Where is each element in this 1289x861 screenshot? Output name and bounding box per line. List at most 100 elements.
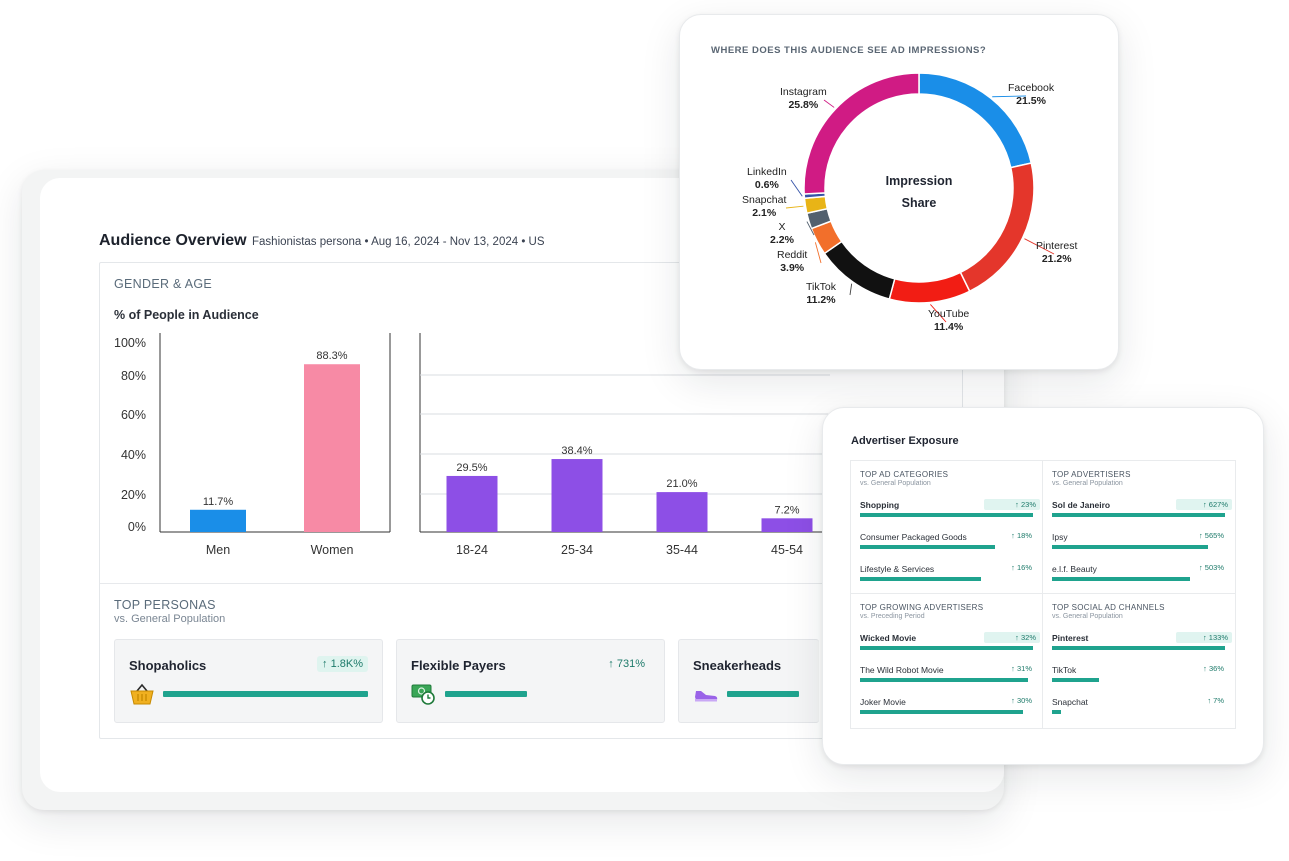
persona-card-flexible-payers[interactable]: Flexible Payers ↑ 731% xyxy=(396,639,665,723)
advertiser-item-name: Snapchat xyxy=(1052,697,1088,707)
persona-bar xyxy=(163,691,368,697)
advertiser-section-title: TOP AD CATEGORIES xyxy=(860,470,949,479)
shopping-basket-icon xyxy=(130,683,154,705)
bar-age-45-54 xyxy=(761,518,813,532)
bar-age-35-44 xyxy=(656,492,708,532)
impression-share-card xyxy=(679,14,1119,370)
page-subtitle: Fashionistas persona • Aug 16, 2024 - No… xyxy=(252,236,545,248)
advertiser-item-lift: ↑ 503% xyxy=(1198,563,1224,572)
advertiser-item-bar xyxy=(860,710,1023,714)
advertiser-exposure-title: Advertiser Exposure xyxy=(851,435,959,447)
advertiser-item-name: Joker Movie xyxy=(860,697,906,707)
advertiser-section-box xyxy=(1042,593,1236,729)
advertiser-item-bar xyxy=(1052,513,1225,517)
advertiser-item-name: Ipsy xyxy=(1052,532,1068,542)
x-tick-label: 25-34 xyxy=(561,543,593,557)
slice-youtube xyxy=(888,271,971,304)
advertiser-item-bar xyxy=(1052,678,1099,682)
donut-label-reddit: Reddit 3.9% xyxy=(777,249,807,275)
leader-linkedin xyxy=(790,179,803,197)
leader-tiktok xyxy=(849,283,853,296)
slice-value: 11.4% xyxy=(934,321,964,333)
advertiser-item-bar xyxy=(860,513,1033,517)
x-tick-label: 18-24 xyxy=(456,543,488,557)
data-label: 88.3% xyxy=(316,350,347,362)
impression-share-title: WHERE DOES THIS AUDIENCE SEE AD IMPRESSI… xyxy=(711,45,987,56)
persona-name: Shopaholics xyxy=(129,658,207,673)
persona-card-shopaholics[interactable]: Shopaholics ↑ 1.8K% xyxy=(114,639,383,723)
donut-label-instagram: Instagram 25.8% xyxy=(780,86,827,112)
advertiser-item-bar xyxy=(860,545,995,549)
donut-label-tiktok: TikTok 11.2% xyxy=(806,281,836,307)
advertiser-item-name: e.l.f. Beauty xyxy=(1052,564,1097,574)
donut-label-pinterest: Pinterest 21.2% xyxy=(1036,240,1077,266)
donut-slices xyxy=(803,72,1035,304)
advertiser-item-lift: ↑ 31% xyxy=(1011,664,1032,673)
sneaker-icon xyxy=(695,691,718,702)
slice-name: X xyxy=(778,221,786,233)
donut-label-x: X 2.2% xyxy=(770,221,794,247)
slice-value: 25.8% xyxy=(788,99,819,111)
advertiser-item-lift: ↑ 32% xyxy=(984,632,1040,643)
slice-name: YouTube xyxy=(928,308,970,320)
personas-title: TOP PERSONAS xyxy=(114,598,216,612)
slice-instagram xyxy=(803,72,920,195)
slice-pinterest xyxy=(959,162,1035,293)
donut-label-facebook: Facebook 21.5% xyxy=(1008,82,1054,108)
slice-value: 3.9% xyxy=(780,262,805,274)
data-label: 21.0% xyxy=(666,478,697,490)
donut-center-label-2: Share xyxy=(902,196,937,210)
advertiser-item-lift: ↑ 565% xyxy=(1198,531,1224,540)
slice-name: Pinterest xyxy=(1036,240,1078,252)
y-tick-label: 20% xyxy=(121,488,146,502)
donut-leader-lines xyxy=(785,95,1055,323)
advertiser-item-bar xyxy=(1052,577,1190,581)
advertiser-section-subtitle: vs. Preceding Period xyxy=(860,613,925,620)
y-tick-label: 100% xyxy=(114,336,146,350)
persona-card-sneakerheads[interactable]: Sneakerheads xyxy=(678,639,819,723)
leader-youtube xyxy=(930,304,947,323)
advertiser-item-lift: ↑ 36% xyxy=(1203,664,1224,673)
slice-name: Instagram xyxy=(780,86,827,98)
slice-name: TikTok xyxy=(806,281,836,293)
slice-value: 2.2% xyxy=(770,234,794,246)
advertiser-item-lift: ↑ 30% xyxy=(1011,696,1032,705)
data-label: 29.5% xyxy=(456,462,487,474)
persona-lift: 1.8K% xyxy=(330,658,363,670)
personas-subtitle: vs. General Population xyxy=(114,613,226,625)
up-arrow-icon: ↑ xyxy=(322,658,328,670)
leader-reddit xyxy=(814,242,822,264)
persona-name: Flexible Payers xyxy=(411,658,506,673)
page-title: Audience Overview xyxy=(99,232,247,249)
advertiser-item-name: TikTok xyxy=(1052,665,1077,675)
advertiser-item-lift: ↑ 133% xyxy=(1176,632,1232,643)
advertiser-section-subtitle: vs. General Population xyxy=(860,480,931,487)
advertiser-section-subtitle: vs. General Population xyxy=(1052,480,1123,487)
bar-age-18-24 xyxy=(446,475,498,532)
bar-men xyxy=(190,509,246,532)
advertiser-item-lift: ↑ 16% xyxy=(1011,563,1032,572)
money-clock-icon xyxy=(411,684,435,705)
impression-donut-chart: Impression Share xyxy=(785,72,1055,323)
advertiser-item-bar xyxy=(1052,545,1208,549)
advertiser-item-lift: ↑ 23% xyxy=(984,499,1040,510)
leader-pinterest xyxy=(1024,238,1055,255)
slice-value: 21.2% xyxy=(1041,253,1072,265)
advertiser-item-lift: ↑ 627% xyxy=(1176,499,1232,510)
advertiser-item-bar xyxy=(1052,710,1061,714)
persona-lift: 731% xyxy=(616,658,645,670)
slice-value: 21.5% xyxy=(1016,95,1046,107)
advertiser-item-name: Consumer Packaged Goods xyxy=(860,532,967,542)
advertiser-item-bar xyxy=(860,678,1028,682)
persona-lift-badge: ↑ 731% xyxy=(603,656,650,672)
persona-lift-badge: ↑ 1.8K% xyxy=(317,656,368,672)
y-tick-label: 60% xyxy=(121,408,146,422)
y-tick-label: 40% xyxy=(121,448,146,462)
advertiser-item-name: Pinterest xyxy=(1052,633,1089,643)
y-tick-label: 0% xyxy=(128,520,146,534)
age-chart: 29.5% 18-24 38.4% 25-34 21.0% 35-44 7.2% 45-54 xyxy=(419,333,830,557)
advertiser-section-box xyxy=(850,593,1044,729)
advertiser-item-name: The Wild Robot Movie xyxy=(860,665,944,675)
advertiser-item-bar xyxy=(860,646,1033,650)
advertiser-item-lift: ↑ 18% xyxy=(1011,531,1032,540)
